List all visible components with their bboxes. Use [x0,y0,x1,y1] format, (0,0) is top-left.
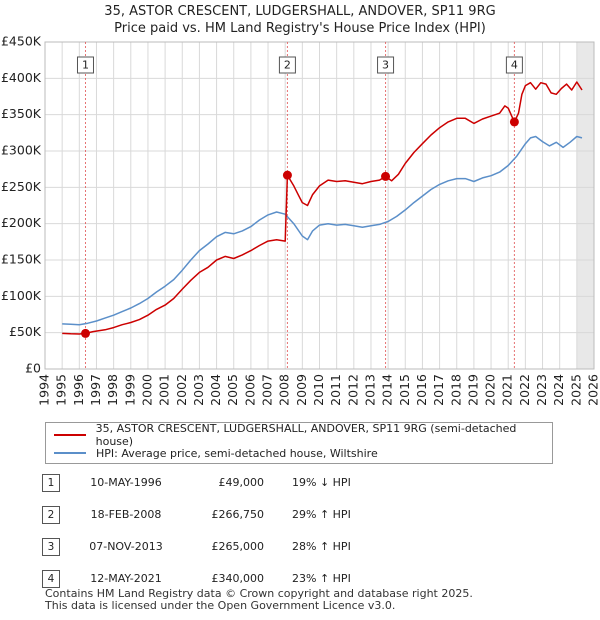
legend-label-property: 35, ASTOR CRESCENT, LUDGERSHALL, ANDOVER… [95,422,517,448]
forecast-shade [576,42,594,369]
x-tick-label: 2005 [225,374,240,406]
y-tick-label: £250K [1,179,42,194]
sale-hpi-diff: 28% ↑ HPI [292,540,351,553]
sale-number-badge: 3 [42,538,60,556]
sale-marker-box [278,56,296,74]
legend-swatch-hpi [54,452,86,454]
x-tick-label: 2015 [397,374,412,406]
x-tick-label: 2008 [277,374,292,406]
sale-date: 12-MAY-2021 [90,572,162,585]
y-tick-label: £200K [1,215,42,230]
x-tick-label: 2001 [157,374,172,406]
sale-point [282,170,292,180]
x-tick-label: 2012 [345,374,360,406]
x-tick-label: 2004 [208,374,223,406]
legend-item-hpi: HPI: Average price, semi-detached house,… [54,444,378,462]
x-tick-label: 1994 [37,374,52,406]
footer-note: Contains HM Land Registry data © Crown c… [45,588,473,612]
x-tick-label: 2009 [294,374,309,406]
sale-point [80,328,90,338]
legend-item-property: 35, ASTOR CRESCENT, LUDGERSHALL, ANDOVER… [54,422,552,448]
x-tick-label: 2014 [380,374,395,406]
x-tick-label: 1995 [54,374,69,406]
x-tick-label: 2011 [328,374,343,406]
x-tick-label: 2026 [586,374,600,406]
table-row: 1 10-MAY-1996 £49,000 19% ↓ HPI [42,470,562,492]
legend-swatch-property [54,434,86,436]
y-tick-label: £150K [1,252,42,267]
x-tick-label: 2023 [534,374,549,406]
y-tick-label: £100K [1,288,42,303]
x-tick-label: 2003 [191,374,206,406]
sale-date: 10-MAY-1996 [90,476,162,489]
sale-marker-label: 3 [382,59,389,72]
sale-date: 18-FEB-2008 [90,508,162,521]
price-chart: £0 £50K £100K £150K £200K £250K £300K £350K £400… [1,34,600,406]
y-tick-label: £300K [1,143,42,158]
y-tick-label: £450K [1,34,42,49]
x-tick-label: 2017 [431,374,446,406]
chart-title: 35, ASTOR CRESCENT, LUDGERSHALL, ANDOVER… [104,4,496,19]
series-line-hpi [62,135,583,326]
y-tick-label: £50K [9,324,42,339]
y-tick-label: £400K [1,70,42,85]
sale-marker-label: 2 [284,59,291,72]
x-tick-label: 2020 [483,374,498,406]
sale-number-badge: 1 [42,474,60,492]
table-row: 2 18-FEB-2008 £266,750 29% ↑ HPI [42,502,562,524]
sale-marker-box [76,56,94,74]
x-tick-label: 1998 [105,374,120,406]
sale-marker-label: 4 [511,59,518,72]
footer-license: This data is licensed under the Open Gov… [45,599,396,612]
x-tick-label: 2010 [311,374,326,406]
sale-point [509,117,519,127]
x-tick-label: 2019 [465,374,480,406]
sale-number-badge: 4 [42,570,60,588]
sale-price: £340,000 [211,572,265,585]
x-tick-label: 2022 [517,374,532,406]
x-tick-label: 2016 [414,374,429,406]
sale-point [381,171,391,181]
chart-legend: 35, ASTOR CRESCENT, LUDGERSHALL, ANDOVER… [45,422,553,464]
x-tick-label: 2000 [139,374,154,406]
x-tick-label: 2006 [242,374,257,406]
table-row: 3 07-NOV-2013 £265,000 28% ↑ HPI [42,534,562,556]
series-line-property [62,81,583,335]
sale-number-badge: 2 [42,506,60,524]
x-tick-label: 2025 [568,374,583,406]
sale-hpi-diff: 19% ↓ HPI [292,476,351,489]
chart-subtitle: Price paid vs. HM Land Registry's House … [114,21,486,36]
sale-date: 07-NOV-2013 [89,540,163,553]
sale-hpi-diff: 23% ↑ HPI [292,572,351,585]
sale-marker-box [377,56,395,74]
x-tick-label: 2024 [551,374,566,406]
legend-label-hpi: HPI: Average price, semi-detached house,… [96,446,378,460]
sale-price: £266,750 [211,508,265,521]
sale-price: £265,000 [211,540,265,553]
sale-marker-box [505,56,523,74]
y-tick-label: £350K [1,106,42,121]
table-row: 4 12-MAY-2021 £340,000 23% ↑ HPI [42,566,562,588]
x-tick-label: 2021 [500,374,515,406]
x-tick-label: 1996 [71,374,86,406]
x-tick-label: 2002 [174,374,189,406]
sale-hpi-diff: 29% ↑ HPI [292,508,351,521]
plot-frame [44,41,595,370]
sale-marker-label: 1 [82,59,89,72]
sale-price: £49,000 [218,476,265,489]
x-tick-label: 2018 [448,374,463,406]
y-tick-label: £0 [25,361,41,376]
x-tick-label: 1997 [88,374,103,406]
x-tick-label: 2013 [362,374,377,406]
footer-copyright: Contains HM Land Registry data © Crown c… [45,587,473,600]
x-tick-label: 1999 [122,374,137,406]
x-tick-label: 2007 [260,374,275,406]
